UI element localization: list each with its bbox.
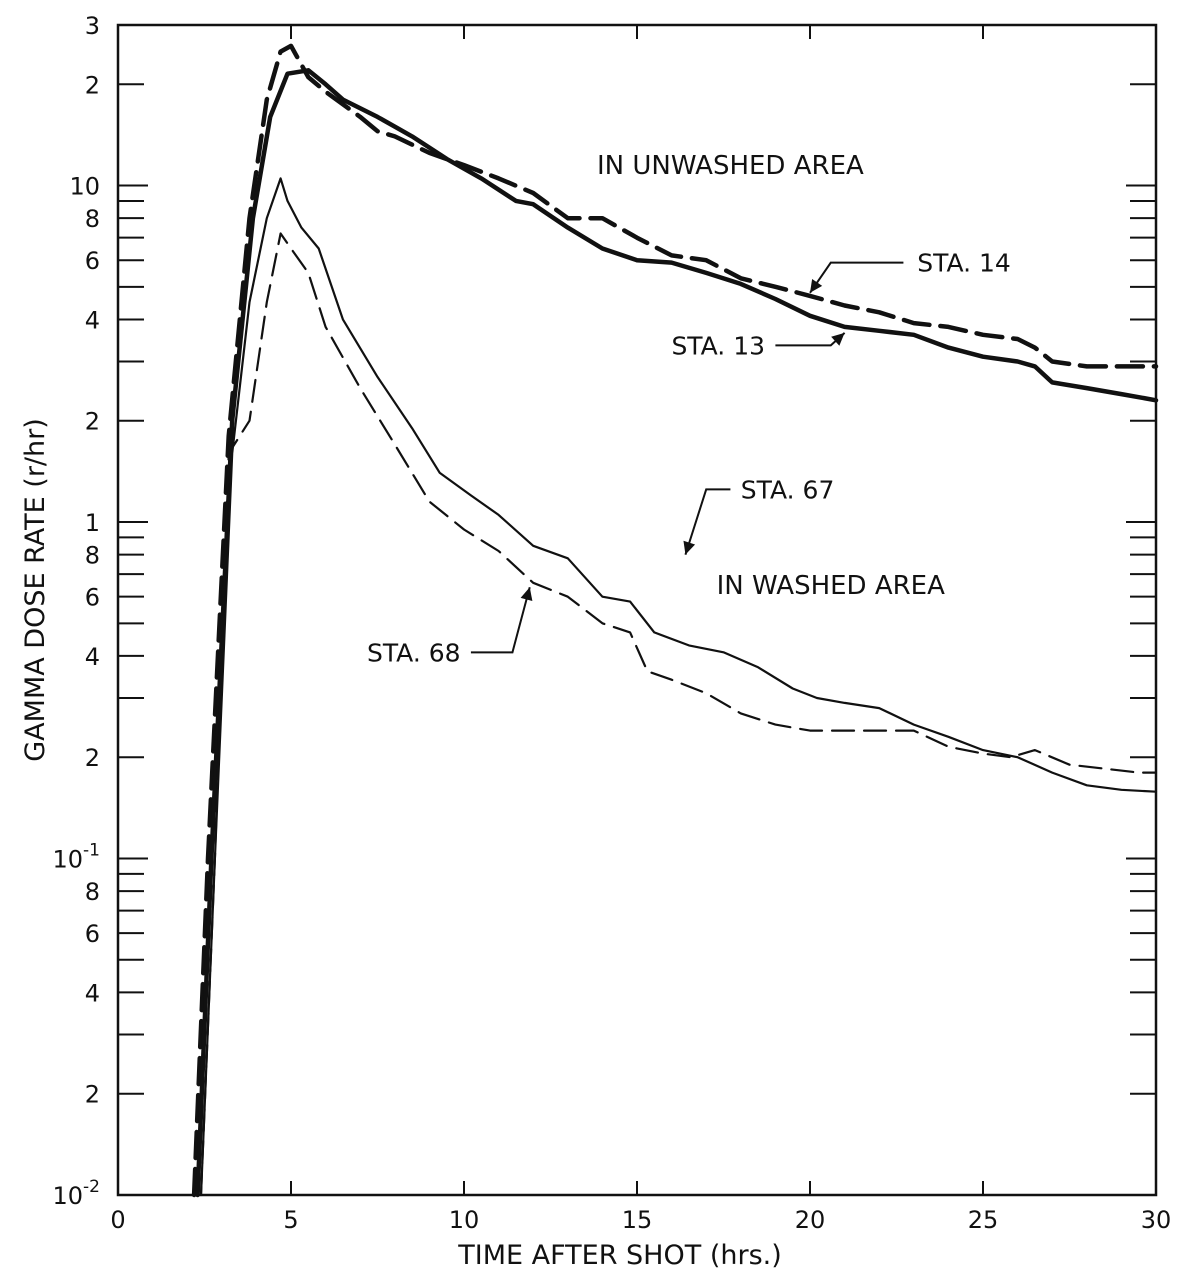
y-tick-label: 8 — [85, 205, 100, 233]
y-tick-label: 4 — [85, 979, 100, 1007]
y-tick-labels: 10-2 2 4 6 8 10-1 2 4 6 8 1 2 4 6 8 10 2 3 — [53, 12, 101, 1210]
x-tick-label: 5 — [283, 1206, 298, 1234]
y-tick-label: 2 — [85, 71, 100, 99]
tick-marks — [117, 24, 1157, 1196]
y-tick-label: 6 — [85, 584, 100, 612]
callout-arrowhead-1 — [810, 278, 823, 293]
callout-line-3 — [684, 488, 731, 555]
series-label-3: STA. 67 — [741, 475, 835, 504]
series-line-2 — [195, 68, 1159, 1198]
x-tick-label: 25 — [968, 1206, 999, 1234]
x-tick-label: 10 — [449, 1206, 480, 1234]
callout-line-4 — [470, 586, 531, 654]
y-tick-label: 8 — [85, 878, 100, 906]
y-tick-label: 4 — [85, 643, 100, 671]
callout-line-1 — [809, 261, 904, 294]
y-tick-label: 3 — [85, 12, 100, 40]
y-tick-label: 8 — [85, 542, 100, 570]
callout-arrowhead-3 — [683, 540, 696, 555]
annotation-2: IN WASHED AREA — [717, 571, 946, 601]
x-tick-label: 30 — [1141, 1206, 1172, 1234]
series-line-1 — [191, 43, 1159, 1198]
x-tick-label: 0 — [110, 1206, 125, 1234]
y-tick-label: 10-2 — [53, 1177, 101, 1210]
y-tick-label: 2 — [85, 1081, 100, 1109]
y-tick-label: 6 — [85, 247, 100, 275]
x-axis-title: TIME AFTER SHOT (hrs.) — [457, 1240, 782, 1271]
series-callouts: STA. 14 STA. 13 STA. 67 STA. 68 — [367, 249, 1011, 668]
y-tick-label: 4 — [85, 306, 100, 334]
annotation-1: IN UNWASHED AREA — [597, 151, 864, 181]
series-label-1: STA. 14 — [917, 249, 1011, 278]
series-line-4 — [199, 232, 1158, 1197]
y-tick-label: 2 — [85, 408, 100, 436]
callout-arrowhead-2 — [831, 332, 845, 346]
y-axis-title: GAMMA DOSE RATE (r/hr) — [20, 418, 51, 762]
y-tick-label: 2 — [85, 744, 100, 772]
y-tick-label: 10 — [69, 173, 100, 201]
callout-arrowhead-4 — [520, 587, 533, 601]
y-tick-label: 6 — [85, 920, 100, 948]
annotations: IN UNWASHED AREA IN WASHED AREA — [597, 151, 945, 601]
x-tick-label: 20 — [795, 1206, 826, 1234]
y-tick-label: 10-1 — [53, 841, 101, 874]
x-tick-label: 15 — [622, 1206, 653, 1234]
series-label-4: STA. 68 — [367, 638, 461, 667]
series-layer — [191, 43, 1159, 1198]
series-line-3 — [199, 177, 1158, 1197]
series-label-2: STA. 13 — [671, 331, 765, 360]
x-tick-labels: 0 5 10 15 20 25 30 — [110, 1206, 1171, 1234]
y-tick-label: 1 — [85, 509, 100, 537]
